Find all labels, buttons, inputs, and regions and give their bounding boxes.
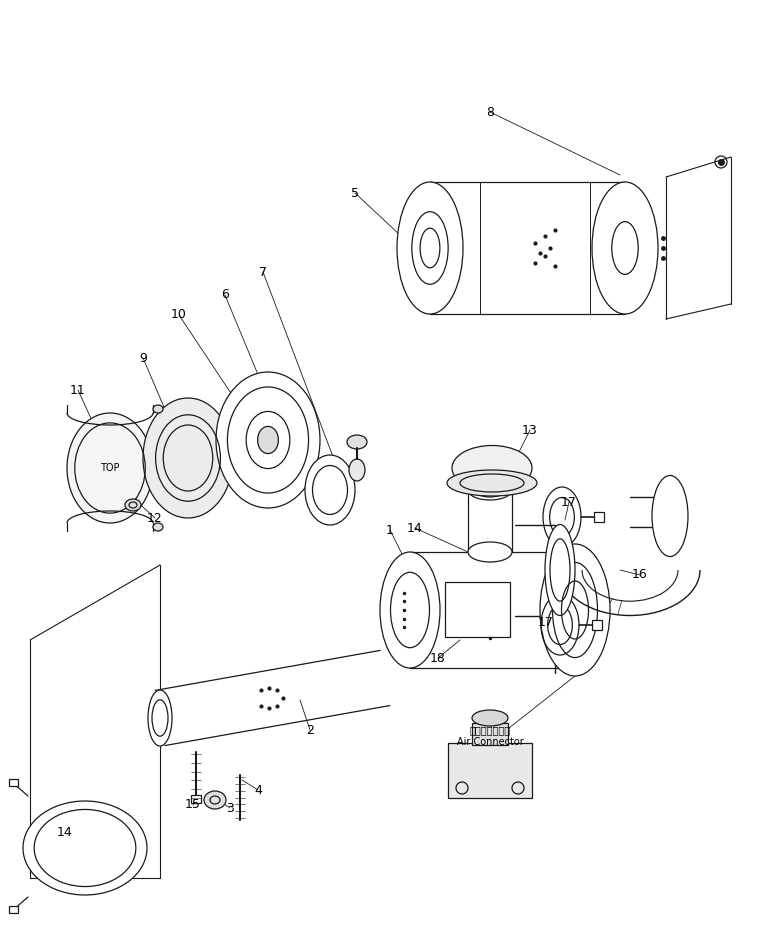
- Ellipse shape: [143, 398, 233, 518]
- Text: 15: 15: [185, 799, 201, 811]
- Text: 16: 16: [632, 568, 648, 582]
- Bar: [191, 795, 201, 803]
- Ellipse shape: [468, 542, 512, 562]
- Text: 11: 11: [70, 384, 86, 396]
- Text: 3: 3: [226, 802, 234, 815]
- Text: 7: 7: [259, 265, 267, 279]
- Bar: [9, 779, 18, 786]
- Text: 6: 6: [221, 289, 229, 301]
- Ellipse shape: [472, 710, 508, 726]
- Ellipse shape: [380, 552, 440, 668]
- Ellipse shape: [447, 470, 537, 496]
- Ellipse shape: [397, 182, 463, 314]
- Bar: [592, 620, 602, 630]
- Text: 18: 18: [430, 651, 446, 664]
- Ellipse shape: [592, 182, 658, 314]
- Text: 9: 9: [139, 352, 147, 364]
- Text: 12: 12: [147, 512, 163, 524]
- Ellipse shape: [153, 523, 163, 531]
- Text: 14: 14: [407, 521, 423, 534]
- Text: 10: 10: [171, 309, 187, 322]
- Text: 17: 17: [561, 496, 577, 508]
- Ellipse shape: [652, 475, 688, 556]
- Text: 1: 1: [386, 523, 394, 536]
- Ellipse shape: [153, 405, 163, 413]
- Ellipse shape: [540, 544, 610, 676]
- Bar: [9, 906, 18, 913]
- Ellipse shape: [216, 372, 320, 508]
- Bar: [594, 512, 604, 522]
- Text: 5: 5: [351, 186, 359, 199]
- Text: 2: 2: [306, 724, 314, 737]
- Text: 4: 4: [254, 784, 262, 796]
- Ellipse shape: [349, 459, 365, 481]
- Ellipse shape: [305, 455, 355, 525]
- Ellipse shape: [23, 801, 147, 895]
- Ellipse shape: [258, 426, 278, 454]
- Text: 14: 14: [57, 825, 73, 838]
- Ellipse shape: [545, 524, 575, 615]
- Bar: [472, 723, 508, 745]
- Ellipse shape: [347, 435, 367, 449]
- Text: エアーコネクタ: エアーコネクタ: [469, 725, 511, 735]
- Ellipse shape: [125, 499, 141, 511]
- Ellipse shape: [148, 690, 172, 746]
- Text: TOP: TOP: [100, 463, 119, 473]
- Text: 13: 13: [522, 423, 538, 437]
- Ellipse shape: [468, 480, 512, 500]
- Ellipse shape: [67, 413, 153, 523]
- Bar: [448, 743, 532, 798]
- Ellipse shape: [204, 791, 226, 809]
- Text: 8: 8: [486, 105, 494, 119]
- Text: 17: 17: [538, 615, 554, 629]
- Bar: [445, 582, 510, 637]
- Text: Air Connector: Air Connector: [457, 737, 523, 747]
- Ellipse shape: [452, 445, 532, 490]
